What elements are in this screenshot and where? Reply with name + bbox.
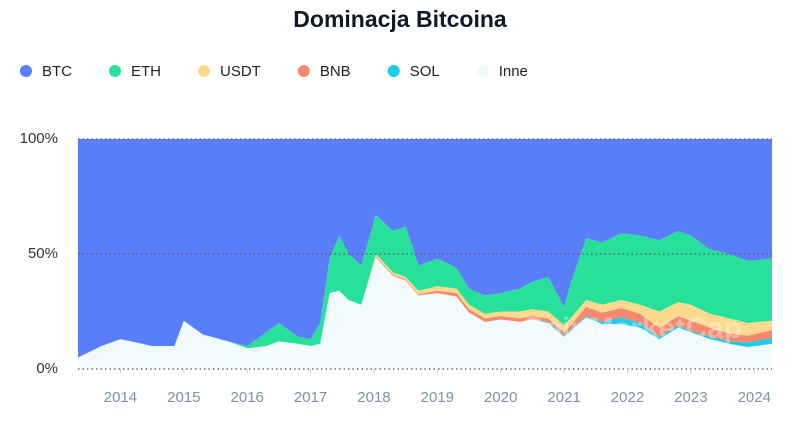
x-tick-label: 2015 — [167, 389, 200, 406]
area — [78, 257, 772, 369]
x-tick-label: 2016 — [231, 389, 264, 406]
area — [78, 214, 772, 358]
watermark: CoinMarketCap — [522, 312, 742, 345]
legend-marker — [297, 65, 310, 77]
y-tick-label: 50% — [28, 245, 58, 262]
legend-label: SOL — [410, 63, 440, 80]
plot-area: CoinMarketCap — [78, 139, 772, 369]
legend-marker — [198, 65, 210, 77]
area — [78, 139, 772, 358]
x-tick-label: 2022 — [611, 389, 644, 406]
chart-title: Dominacja Bitcoina — [293, 6, 507, 32]
x-tick-label: 2020 — [484, 389, 517, 406]
legend: BTC ETH USDT BNB SOL Inne — [20, 63, 528, 80]
x-tick-label: 2019 — [421, 389, 454, 406]
legend-label: BNB — [320, 63, 351, 80]
x-tick-label: 2024 — [738, 389, 771, 406]
legend-marker — [20, 65, 32, 77]
legend-marker — [476, 65, 489, 77]
legend-label: BTC — [42, 63, 72, 80]
y-tick-label: 0% — [36, 360, 58, 377]
legend-label: ETH — [131, 63, 161, 80]
legend-label: USDT — [220, 63, 261, 80]
x-tick-label: 2021 — [547, 389, 580, 406]
legend-marker — [387, 65, 400, 77]
axes: 0% 50% 100% 2014 2015 2016 2017 2018 2019 2020 202… — [20, 130, 772, 406]
legend-marker — [109, 65, 121, 77]
x-tick-label: 2023 — [674, 389, 707, 406]
x-tick-label: 2018 — [357, 389, 390, 406]
legend-label: Inne — [499, 63, 528, 80]
x-tick-label: 2014 — [104, 389, 137, 406]
area — [78, 254, 772, 358]
y-tick-label: 100% — [20, 130, 58, 147]
x-tick-label: 2017 — [294, 389, 327, 406]
